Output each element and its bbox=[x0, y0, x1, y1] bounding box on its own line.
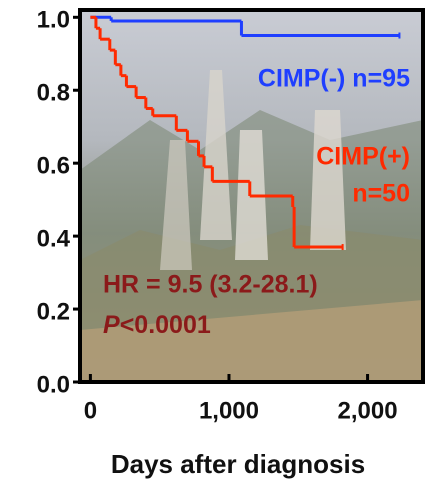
y-tick-label: 0.2 bbox=[37, 298, 70, 325]
p-text: <0.0001 bbox=[120, 311, 211, 339]
x-tick-label: 1,000 bbox=[199, 397, 259, 424]
y-tick-label: 0.0 bbox=[37, 371, 70, 398]
y-tick-label: 1.0 bbox=[37, 7, 70, 34]
y-tick-label: 0.6 bbox=[37, 153, 70, 180]
y-tick-label: 0.4 bbox=[37, 225, 71, 252]
p-value: P<0.0001 bbox=[103, 311, 211, 339]
x-axis-label: Days after diagnosis bbox=[111, 449, 365, 479]
hazard-ratio: HR = 9.5 (3.2-28.1) bbox=[103, 271, 318, 299]
background-photo bbox=[80, 10, 423, 382]
plot-frame bbox=[78, 8, 425, 384]
legend-label: CIMP(-) n=95 bbox=[258, 65, 410, 93]
x-tick-label: 0 bbox=[84, 397, 97, 424]
x-tick-label: 2,000 bbox=[338, 397, 398, 424]
y-tick-label: 0.8 bbox=[37, 80, 70, 107]
p-symbol: P bbox=[103, 311, 120, 339]
legend-label: n=50 bbox=[352, 180, 410, 208]
legend-label: CIMP(+) bbox=[316, 143, 410, 171]
